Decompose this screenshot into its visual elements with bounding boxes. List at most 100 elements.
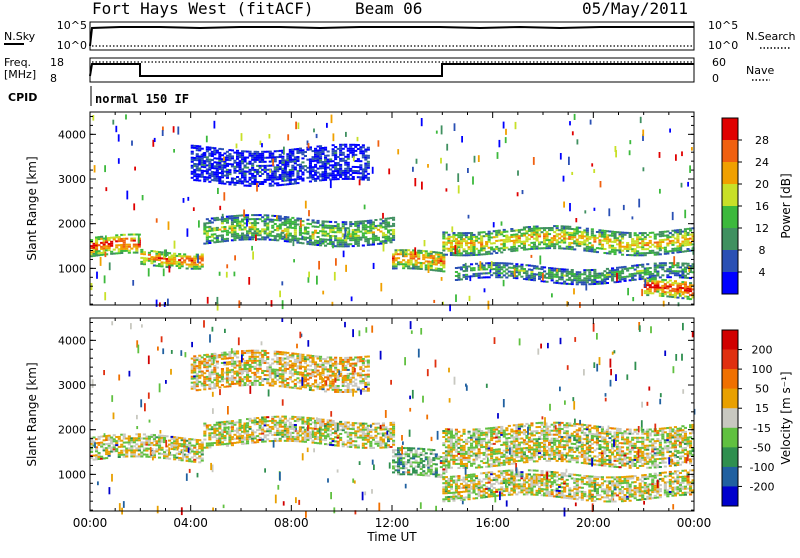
power-cell <box>218 229 221 231</box>
power-scatter-point <box>531 255 533 258</box>
power-cell <box>362 179 365 181</box>
power-colorbar-tick-label: 24 <box>755 156 769 169</box>
power-scatter-point <box>236 144 238 149</box>
power-cell <box>208 226 211 228</box>
power-cell <box>259 171 262 173</box>
power-cell <box>528 244 531 246</box>
velocity-cell <box>133 453 136 455</box>
velocity-cell <box>233 355 236 357</box>
power-cell <box>236 150 239 152</box>
power-scatter-point <box>643 167 645 171</box>
power-scatter-point <box>281 281 283 285</box>
velocity-cell <box>138 439 141 441</box>
power-cell <box>483 249 486 251</box>
power-scatter-point <box>469 296 471 301</box>
power-cell <box>352 245 355 247</box>
power-cell <box>468 266 471 268</box>
power-scatter-point <box>672 212 674 220</box>
power-cell <box>666 245 669 247</box>
velocity-cell <box>239 419 242 421</box>
power-cell <box>291 173 294 175</box>
power-cell <box>226 220 229 222</box>
power-cell <box>530 271 533 273</box>
power-cell <box>279 226 282 228</box>
power-cell <box>498 264 501 266</box>
power-scatter-point <box>300 220 302 228</box>
power-cell <box>551 229 554 231</box>
power-cell <box>536 266 539 268</box>
power-scatter-point <box>285 161 287 168</box>
power-cell <box>314 174 317 176</box>
power-cell <box>339 231 342 233</box>
velocity-cell <box>349 446 352 448</box>
power-cell <box>334 221 337 223</box>
power-cell <box>266 225 269 227</box>
velocity-cell <box>342 441 345 443</box>
velocity-cell <box>140 445 143 447</box>
power-cell <box>362 234 365 236</box>
power-cell <box>500 268 503 270</box>
power-scatter-point <box>680 246 682 250</box>
power-cell <box>249 151 252 153</box>
cpid-value: normal 150 IF <box>95 92 189 106</box>
velocity-cell <box>231 444 234 446</box>
power-cell <box>233 160 236 162</box>
power-cell <box>626 270 629 272</box>
power-cell <box>261 173 264 175</box>
power-cell <box>244 161 247 163</box>
power-cell <box>553 247 556 249</box>
velocity-cell <box>392 424 395 426</box>
velocity-cell <box>367 439 370 441</box>
power-scatter-point <box>148 268 150 276</box>
velocity-cell <box>208 446 211 448</box>
power-cell <box>538 243 541 245</box>
velocity-cell <box>264 418 267 420</box>
power-cell <box>271 227 274 229</box>
power-cell <box>503 243 506 245</box>
power-cell <box>576 233 579 235</box>
power-cell <box>266 229 269 231</box>
power-colorbar-tick-label: 4 <box>759 266 766 279</box>
power-cell <box>259 218 262 220</box>
velocity-cell <box>196 379 199 381</box>
velocity-cell <box>261 429 264 431</box>
power-cell <box>528 238 531 240</box>
power-cell <box>676 239 679 241</box>
power-scatter-point <box>457 173 459 182</box>
velocity-cell <box>186 456 189 458</box>
power-cell <box>593 241 596 243</box>
velocity-cell <box>276 416 279 418</box>
power-scatter-point <box>590 120 592 125</box>
velocity-cell <box>352 424 355 426</box>
power-scatter-point <box>615 150 617 157</box>
power-scatter-point <box>197 254 199 263</box>
power-cell <box>656 283 659 285</box>
power-cell <box>223 167 226 169</box>
velocity-cell <box>256 435 259 437</box>
power-cell <box>603 280 606 282</box>
velocity-cell <box>203 372 206 374</box>
power-cell <box>317 236 320 238</box>
power-cell <box>556 243 559 245</box>
power-scatter-point <box>608 208 610 216</box>
velocity-cell <box>279 424 282 426</box>
power-scatter-point <box>600 181 602 187</box>
power-cell <box>460 244 463 246</box>
power-cell <box>135 252 138 254</box>
power-cell <box>606 278 609 280</box>
power-cell <box>666 230 669 232</box>
velocity-cell <box>254 358 257 360</box>
power-cell <box>420 266 423 268</box>
velocity-cell <box>138 449 141 451</box>
power-cell <box>457 275 460 277</box>
power-scatter-point <box>118 134 120 141</box>
power-scatter-point <box>689 165 691 173</box>
velocity-cell <box>392 440 395 442</box>
power-cell <box>266 227 269 229</box>
velocity-cell <box>216 367 219 369</box>
power-scatter-point <box>458 185 460 193</box>
power-cell <box>659 276 662 278</box>
power-cell <box>218 152 221 154</box>
power-scatter-point <box>584 210 586 213</box>
power-cell <box>495 252 498 254</box>
